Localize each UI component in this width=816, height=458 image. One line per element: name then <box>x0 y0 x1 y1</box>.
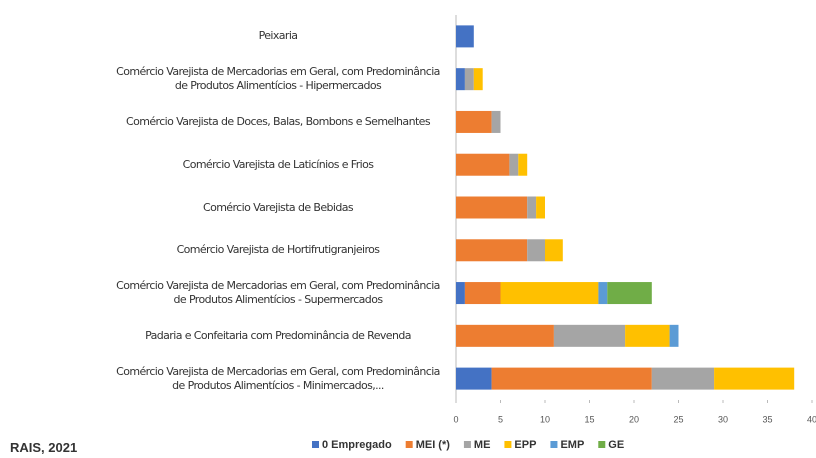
bar-segment <box>456 68 465 91</box>
bar-segment <box>651 367 715 390</box>
bar-segment <box>714 367 795 390</box>
bar-segment <box>527 239 545 262</box>
bar-segment <box>456 324 554 347</box>
bar-segment <box>598 282 608 305</box>
x-tick-label: 30 <box>718 414 728 424</box>
bar-segment <box>491 110 501 133</box>
category-label: Comércio Varejista de Mercadorias em Ger… <box>116 364 440 392</box>
x-tick-label: 15 <box>584 414 594 424</box>
source: RAIS, 2021 <box>10 440 78 455</box>
x-tick-label: 5 <box>498 414 503 424</box>
bar-segment <box>456 367 492 390</box>
legend-swatch <box>550 441 558 448</box>
bar-segment <box>464 282 501 305</box>
legend-swatch <box>405 441 413 448</box>
bar-segment <box>500 282 599 305</box>
x-tick-label: 40 <box>807 414 816 424</box>
legend-label: EMP <box>560 439 584 451</box>
bar-segment <box>473 68 483 91</box>
bar-segment <box>456 153 510 176</box>
bar-segment <box>456 110 492 133</box>
legend-label: GE <box>608 439 624 451</box>
bar-segment <box>509 153 519 176</box>
bar-segment <box>669 324 679 347</box>
legend-swatch <box>312 441 319 448</box>
category-label: Peixaria <box>258 29 298 43</box>
category-label: Comércio Varejista de Laticínios e Frios <box>182 157 374 171</box>
legend-swatch <box>598 441 606 448</box>
category-label: Comércio Varejista de Mercadorias em Ger… <box>116 279 440 307</box>
bar-segment <box>456 282 465 305</box>
bar-segment <box>456 25 474 48</box>
bar-segment <box>518 153 528 176</box>
bar-segment <box>491 367 652 390</box>
bar-segment <box>545 239 563 262</box>
bar-segment <box>527 196 537 219</box>
legend-label: EPP <box>514 439 536 451</box>
legend-swatch <box>463 441 471 448</box>
legend-label: MEI (*) <box>416 439 451 451</box>
x-tick-label: 35 <box>762 414 772 424</box>
legend-label: ME <box>474 439 491 451</box>
x-tick-label: 0 <box>453 414 458 424</box>
x-tick-label: 10 <box>540 414 550 424</box>
legend-label: 0 Empregado <box>322 439 392 451</box>
category-label: Comércio Varejista de Bebidas <box>202 200 354 214</box>
bar-segment <box>607 282 652 305</box>
x-tick-label: 25 <box>673 414 683 424</box>
bar-segment <box>464 68 474 91</box>
category-label: Comércio Varejista de Hortifrutigranjeir… <box>176 243 380 257</box>
bar-segment <box>625 324 670 347</box>
bar-segment <box>456 239 528 262</box>
x-tick-label: 20 <box>629 414 639 424</box>
bar-segment <box>456 196 528 219</box>
category-label: Comércio Varejista de Doces, Balas, Bomb… <box>126 114 431 128</box>
legend-swatch <box>504 441 512 448</box>
category-label: Padaria e Confeitaria com Predominância … <box>145 328 411 342</box>
bar-segment <box>536 196 545 219</box>
bar-segment <box>553 324 626 347</box>
category-label: Comércio Varejista de Mercadorias em Ger… <box>116 65 440 93</box>
